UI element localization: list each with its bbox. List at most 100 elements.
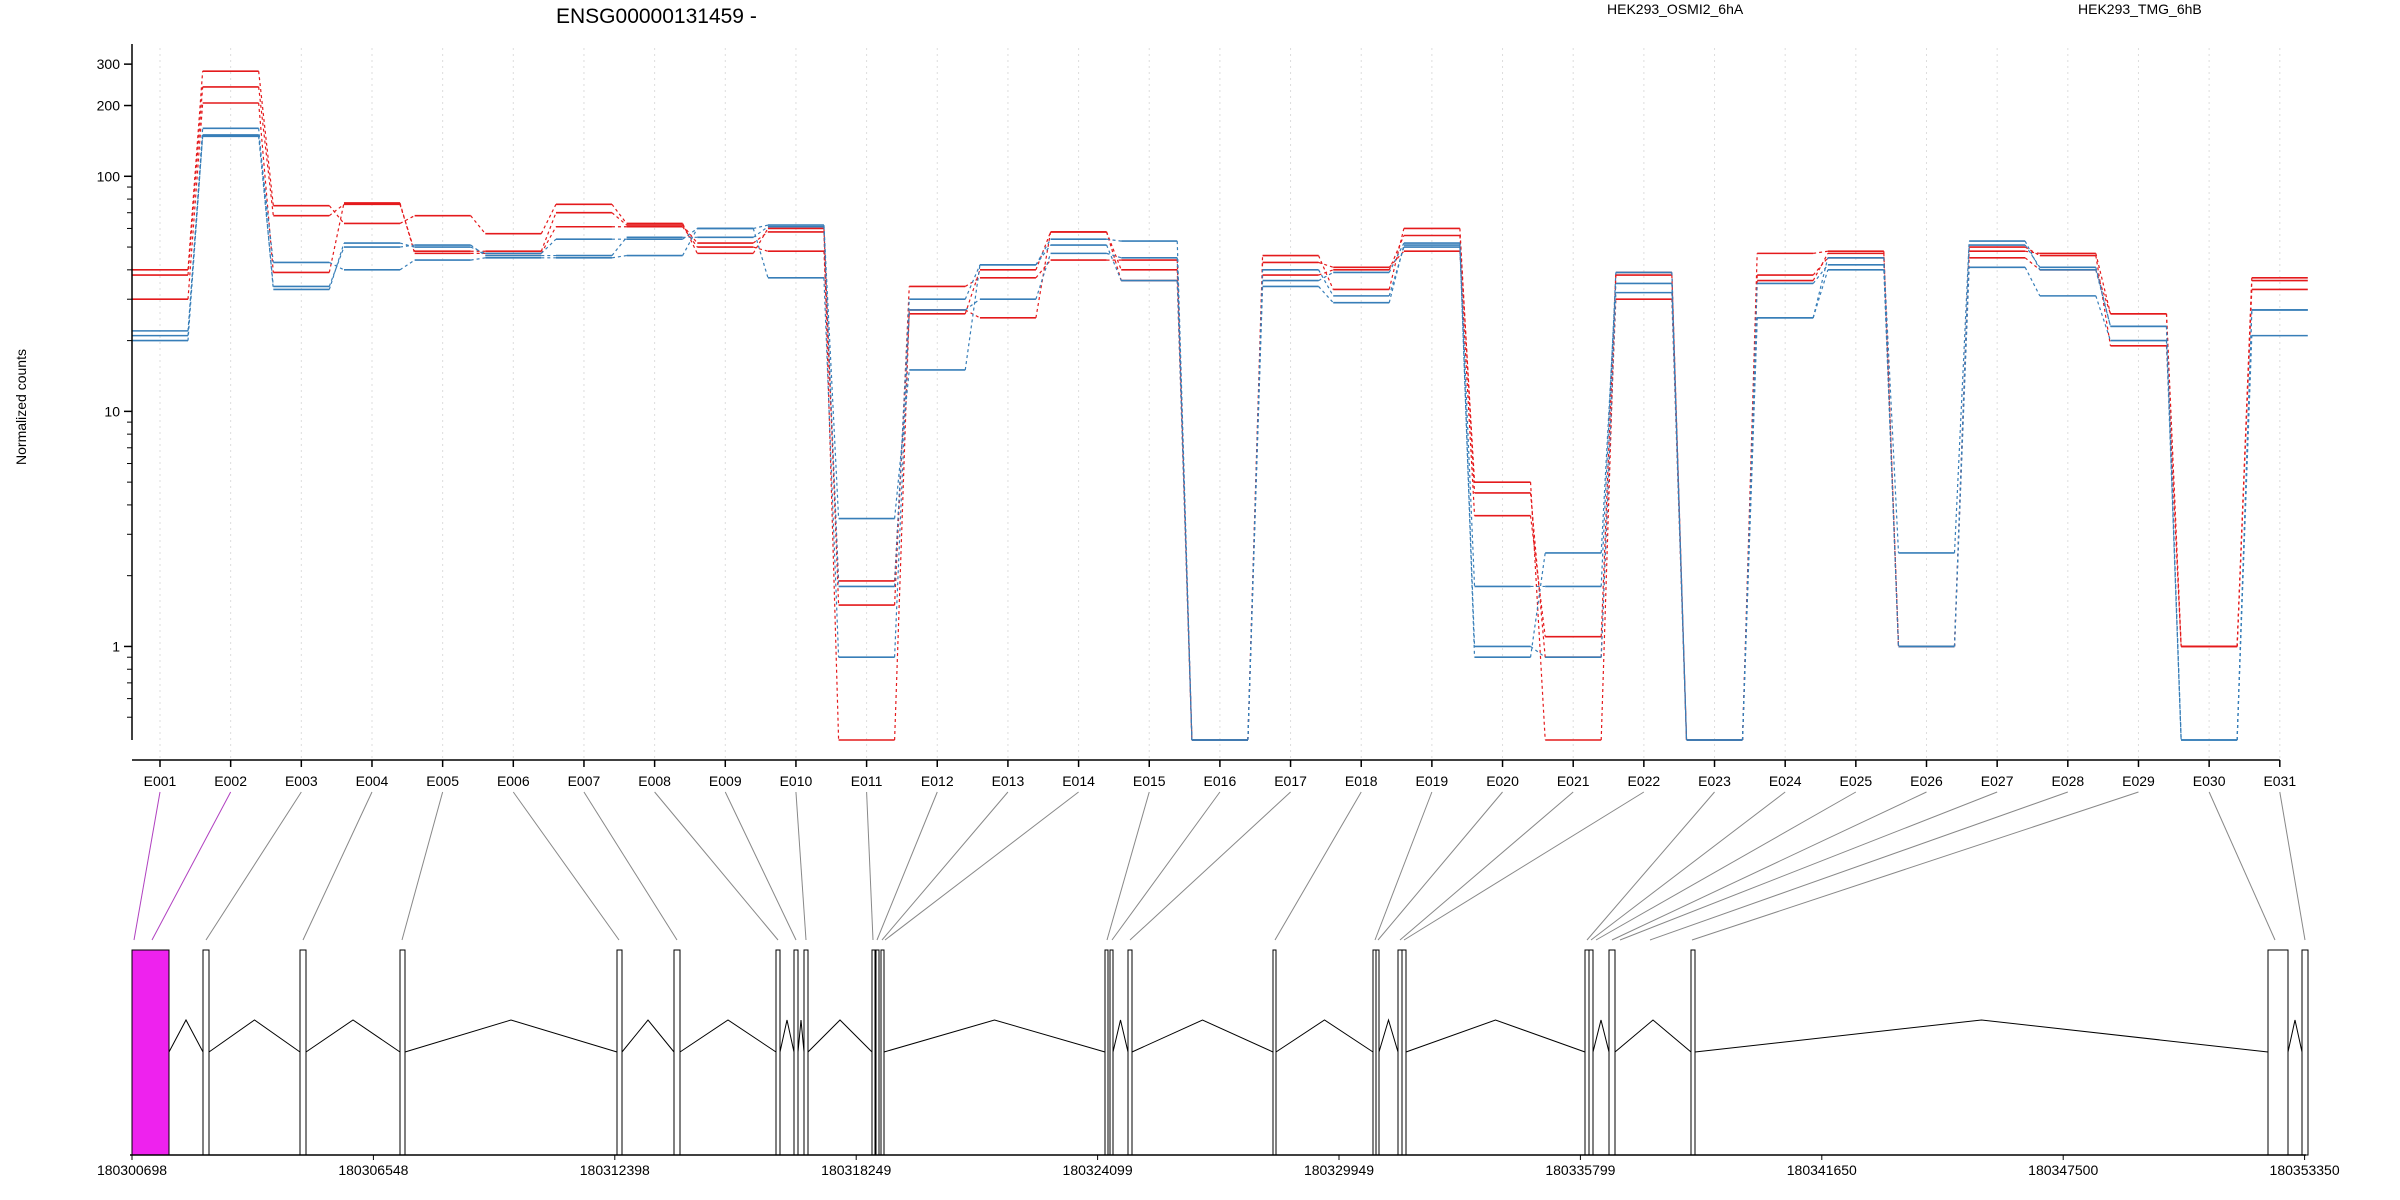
data-connector — [329, 261, 345, 271]
exon-box — [1127, 949, 1133, 1156]
exon-connector — [1595, 791, 1857, 941]
data-connector — [1176, 241, 1193, 741]
data-connector — [1247, 262, 1264, 741]
data-connector — [2236, 309, 2253, 741]
data-connector — [2236, 289, 2253, 647]
y-tick-label: 10 — [104, 403, 120, 419]
data-connector — [258, 102, 274, 273]
data-connector — [187, 86, 204, 276]
data-connector — [1318, 269, 1334, 276]
intron-line — [1112, 1019, 1129, 1053]
data-connector — [1318, 261, 1334, 268]
data-connector — [1035, 244, 1052, 266]
x-tick-label: E024 — [1769, 773, 1802, 789]
x-tick-label: E011 — [851, 773, 883, 789]
y-tick-label: 300 — [97, 56, 121, 72]
data-connector — [1318, 271, 1334, 282]
intron-line — [2287, 1019, 2303, 1053]
exon-connector — [1111, 791, 1221, 941]
data-connector — [1176, 280, 1193, 741]
data-connector — [2095, 295, 2112, 341]
data-connector — [2095, 269, 2112, 327]
data-connector — [399, 242, 415, 248]
data-connector — [964, 269, 981, 315]
exon-connector — [876, 791, 938, 941]
data-connector — [187, 102, 204, 300]
x-tick-label: E014 — [1062, 773, 1095, 789]
exon-box — [2301, 949, 2309, 1156]
exon-box — [880, 949, 885, 1156]
exon-box — [1588, 949, 1594, 1156]
x-tick-label: E028 — [2051, 773, 2084, 789]
exon-box — [875, 949, 880, 1156]
exon-box — [1375, 949, 1380, 1156]
x-tick-label: E007 — [568, 773, 601, 789]
data-connector — [823, 231, 840, 741]
x-tick-label: E001 — [144, 773, 177, 789]
x-tick-label: E019 — [1416, 773, 1449, 789]
data-connector — [1741, 275, 1758, 741]
intron-line — [779, 1019, 795, 1053]
exon-box — [803, 949, 809, 1156]
data-connector — [2024, 246, 2041, 257]
x-tick-label: E025 — [1839, 773, 1872, 789]
exon-connector — [1611, 791, 1927, 941]
data-connector — [258, 136, 274, 287]
data-connector — [187, 134, 204, 341]
data-connector — [1671, 292, 1688, 741]
data-connector — [1035, 259, 1052, 279]
data-connector — [752, 228, 769, 278]
data-connector — [399, 244, 415, 248]
data-connector — [753, 224, 769, 230]
data-connector — [2024, 267, 2041, 297]
exon-box — [1608, 949, 1616, 1156]
data-connector — [1741, 283, 1758, 741]
data-connector — [1318, 286, 1334, 304]
series-osmi2-1 — [132, 70, 2308, 741]
data-connector — [1812, 257, 1829, 318]
data-connector — [1388, 228, 1405, 290]
exon-connector — [1374, 791, 1433, 941]
data-connector — [964, 264, 981, 300]
exon-connector — [1377, 791, 1503, 941]
data-connector — [1388, 246, 1405, 297]
data-connector — [2095, 253, 2112, 314]
data-connector — [611, 254, 627, 259]
exon-connector — [1590, 791, 1786, 941]
x-tick-label: E021 — [1557, 773, 1590, 789]
exon-connector — [302, 791, 373, 941]
data-connector — [1600, 272, 1617, 637]
intron-line — [807, 1019, 873, 1053]
y-axis-label: Normalized counts — [13, 349, 29, 465]
data-connector — [258, 71, 274, 206]
exon-connector — [795, 791, 807, 941]
genomic-coordinate-label: 180300698 — [97, 1162, 167, 1178]
exon-connector — [724, 791, 797, 941]
data-connector — [328, 202, 345, 273]
intron-line — [797, 1019, 805, 1053]
data-connector — [2165, 313, 2182, 647]
data-connector — [399, 259, 415, 271]
data-connector — [540, 226, 557, 254]
exon-connector — [884, 791, 1079, 941]
x-tick-label: E005 — [426, 773, 459, 789]
exon-connector — [2208, 791, 2276, 941]
exon-connectors — [133, 791, 2306, 941]
gridlines — [159, 48, 2281, 760]
intron-line — [1614, 1019, 1692, 1053]
data-connector — [540, 212, 557, 252]
y-tick-label: 200 — [97, 98, 121, 114]
data-connector — [1812, 264, 1829, 284]
data-connector — [1529, 515, 1546, 637]
x-tick-label: E008 — [638, 773, 671, 789]
data-connector — [823, 225, 840, 519]
data-connector — [2165, 326, 2182, 741]
series-group — [132, 70, 2308, 741]
data-connector — [611, 236, 628, 256]
exon-connector — [1586, 791, 1715, 941]
intron-line — [208, 1019, 301, 1053]
intron-line — [404, 1019, 618, 1053]
data-connector — [540, 238, 557, 254]
x-tick-label: E026 — [1910, 773, 1943, 789]
